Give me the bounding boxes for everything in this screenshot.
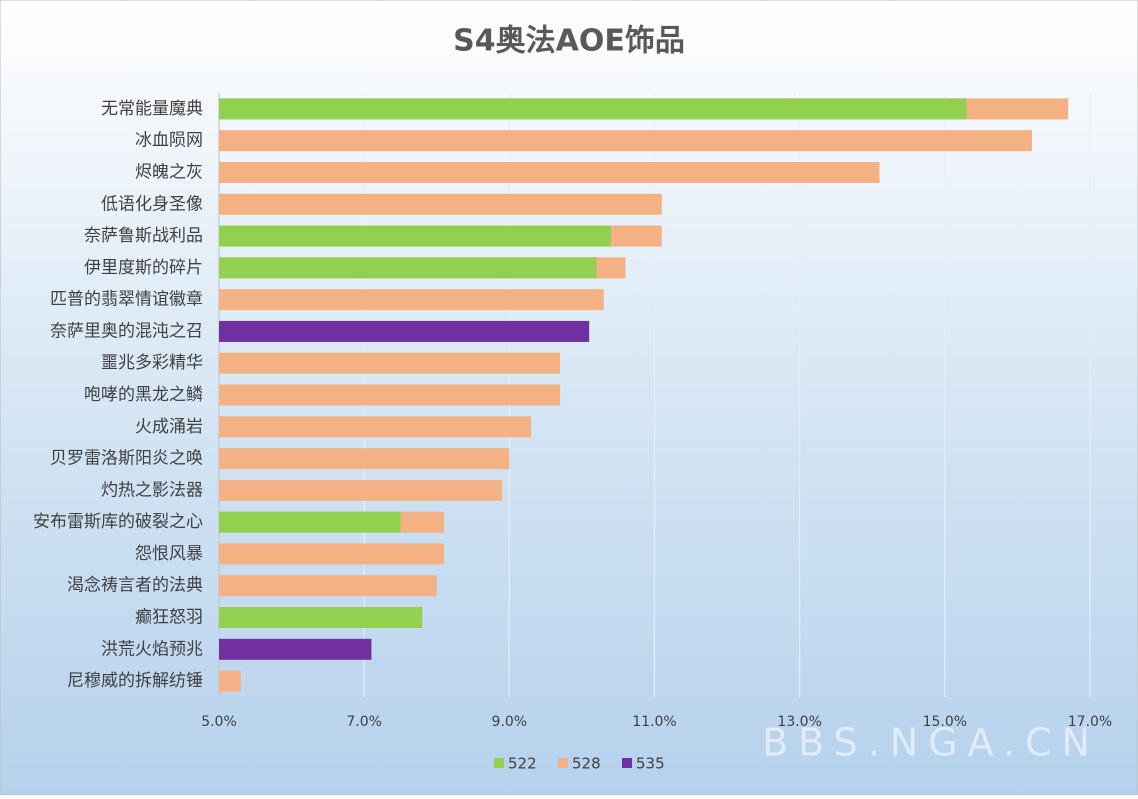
y-tick-label: 咆哮的黑龙之鳞: [84, 385, 203, 405]
y-tick-label: 奈萨鲁斯战利品: [84, 226, 203, 246]
bar: [219, 130, 1032, 152]
x-tick-label: 15.0%: [923, 714, 967, 730]
bar: [219, 289, 604, 311]
x-tick-label: 11.0%: [632, 714, 676, 730]
x-tick-label: 9.0%: [492, 714, 528, 730]
bar: [219, 607, 423, 629]
bar: [219, 352, 561, 374]
bar: [219, 448, 510, 470]
legend-swatch: [558, 758, 568, 768]
y-tick-label: 冰血陨网: [135, 131, 203, 151]
y-tick-label: 奈萨里奥的混沌之召: [50, 321, 203, 341]
x-tick-label: 13.0%: [777, 714, 821, 730]
y-tick-label: 匹普的翡翠情谊徽章: [50, 290, 203, 310]
y-tick-label: 贝罗雷洛斯阳炎之唤: [50, 449, 203, 469]
bar: [219, 225, 611, 247]
legend-label: 528: [572, 755, 601, 773]
legend-label: 535: [636, 755, 665, 773]
bar: [219, 511, 401, 533]
legend-swatch: [622, 758, 632, 768]
bar: [219, 384, 561, 406]
x-tick-label: 5.0%: [201, 714, 237, 730]
y-tick-label: 癫狂怒羽: [135, 608, 203, 628]
bar: [219, 479, 503, 501]
watermark: BBS.NGA.CN: [762, 721, 1100, 765]
bar: [219, 416, 532, 438]
bar: [219, 543, 445, 565]
x-tick-label: 17.0%: [1068, 714, 1112, 730]
y-tick-label: 洪荒火焰预兆: [101, 639, 203, 659]
y-tick-label: 灼热之影法器: [101, 480, 203, 500]
chart-title: S4奥法AOE饰品: [453, 24, 685, 59]
bar: [219, 161, 880, 183]
y-tick-label: 烬魄之灰: [135, 162, 203, 182]
y-tick-label: 安布雷斯库的破裂之心: [33, 512, 203, 532]
y-tick-label: 渴念祷言者的法典: [67, 575, 203, 596]
y-tick-label: 低语化身圣像: [101, 194, 203, 214]
bar: [219, 320, 590, 342]
bar: [219, 257, 597, 279]
bar: [219, 98, 967, 120]
y-tick-label: 尼穆威的拆解纺锤: [67, 671, 203, 691]
y-tick-label: 火成涌岩: [135, 417, 203, 437]
bar: [219, 193, 662, 215]
bar: [219, 638, 372, 660]
bar: [219, 575, 437, 597]
x-tick-label: 7.0%: [346, 714, 382, 730]
y-tick-label: 怨恨风暴: [135, 544, 203, 564]
y-tick-label: 伊里度斯的碎片: [84, 258, 203, 278]
y-tick-label: 噩兆多彩精华: [101, 353, 203, 373]
legend-label: 522: [508, 755, 537, 773]
legend-swatch: [494, 758, 504, 768]
bar: [219, 670, 241, 692]
y-tick-label: 无常能量魔典: [101, 99, 203, 119]
